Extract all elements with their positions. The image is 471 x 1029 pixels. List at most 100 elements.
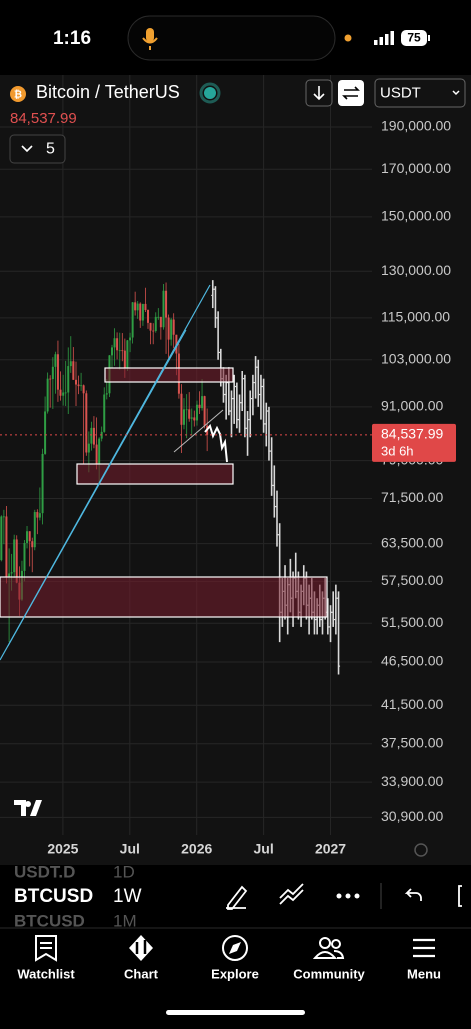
candle-body (8, 573, 11, 578)
candle-body (170, 319, 173, 340)
candle-body (51, 366, 54, 380)
coin-icon (10, 86, 26, 102)
candle-body (136, 303, 139, 311)
candle-body (201, 396, 204, 409)
explore-tab[interactable]: Explore (211, 935, 259, 981)
coin-icon: ₿ (14, 89, 22, 101)
symbol-title[interactable]: Bitcoin / TetherUS (36, 82, 180, 102)
battery-level: 75 (407, 31, 421, 45)
status-time: 1:16 (53, 28, 91, 49)
candle-body (162, 290, 165, 328)
candle-body (165, 290, 168, 318)
candle-body (31, 541, 34, 548)
candle-body (188, 409, 191, 419)
y-tick-label: 103,000.00 (381, 350, 451, 366)
signal-icon (374, 31, 394, 45)
candle-body (154, 316, 157, 331)
candle-body (131, 302, 134, 338)
candle-body (56, 354, 59, 390)
mic-icon (146, 28, 154, 42)
symbol-option[interactable]: USDT.D (14, 862, 75, 881)
compare-button[interactable] (338, 80, 364, 106)
countdown: 3d 6h (381, 443, 414, 458)
candle-body (180, 393, 183, 425)
interval-option[interactable]: 1D (113, 862, 135, 881)
y-tick-label: 41,500.00 (381, 696, 443, 712)
x-tick-label: 2025 (47, 841, 78, 857)
market-status (199, 82, 221, 104)
candle-body (54, 354, 57, 367)
candle-body (116, 338, 119, 351)
chart-icon (129, 935, 153, 961)
fullscreen-button[interactable] (458, 885, 462, 907)
community-tab[interactable]: Community (293, 937, 366, 981)
trend-line (173, 409, 224, 453)
candle-body (69, 361, 72, 367)
y-tick-label: 115,000.00 (381, 309, 450, 325)
candle-body (95, 444, 98, 464)
tab-label: Menu (407, 966, 441, 981)
watchlist-icon (35, 935, 57, 962)
compare-icon (342, 86, 360, 100)
candle-body (0, 516, 3, 561)
candle-body (80, 385, 83, 387)
y-tick-label: 57,500.00 (381, 572, 443, 588)
candle-body (62, 392, 65, 396)
drawings (0, 284, 328, 661)
symbol[interactable]: BTCUSD (14, 886, 93, 907)
indicators-toggle[interactable] (9, 134, 66, 164)
candle-body (44, 411, 47, 454)
candle-body (141, 303, 144, 321)
chart-tab[interactable]: Chart (124, 935, 159, 981)
draw-tool[interactable] (226, 885, 248, 910)
candle-body (185, 409, 188, 411)
candle-body (134, 302, 137, 311)
mic-icon (142, 37, 158, 50)
settings-icon[interactable] (414, 843, 428, 857)
candle-body (113, 338, 116, 348)
zone (76, 463, 234, 485)
watchlist-tab[interactable]: Watchlist (17, 935, 75, 981)
tab-label: Watchlist (17, 966, 75, 981)
interval[interactable]: 1W (113, 886, 142, 907)
candle-body (77, 384, 80, 387)
y-tick-label: 46,500.00 (381, 653, 443, 669)
trend-tool[interactable] (279, 883, 304, 905)
currency-select[interactable] (374, 78, 466, 108)
menu-tab[interactable]: Menu (407, 938, 441, 981)
more-button[interactable] (336, 893, 360, 899)
chevron-icon (21, 145, 33, 153)
download-icon (313, 86, 325, 101)
community-icon (319, 937, 331, 949)
tab-label: Community (293, 966, 365, 981)
explore-icon (222, 935, 248, 961)
candle-body (118, 350, 121, 352)
interval-option[interactable]: 1M (113, 911, 137, 930)
candle-body (38, 513, 41, 518)
chart-icon (135, 940, 147, 954)
candle-body (103, 394, 106, 432)
x-tick-label: 2027 (315, 841, 346, 857)
candle-body (33, 512, 36, 548)
tab-bar (0, 928, 471, 1024)
candle-body (82, 385, 85, 394)
candle-body (13, 539, 16, 573)
candle-body (190, 417, 193, 419)
candle-body (129, 337, 132, 341)
candle-body (46, 378, 49, 412)
logo (14, 800, 42, 816)
currency: USDT (380, 84, 421, 101)
tab-label: Explore (211, 966, 259, 981)
candle-body (149, 322, 152, 331)
community-icon (312, 950, 345, 959)
candle-body (41, 453, 44, 514)
candle-body (167, 317, 170, 340)
y-tick-label: 71,500.00 (381, 489, 443, 505)
candle-body (36, 512, 39, 518)
symbol-option[interactable]: BTCUSD (14, 911, 85, 930)
undo-button[interactable] (404, 888, 422, 901)
candle-body (67, 366, 70, 393)
candle-body (111, 347, 114, 356)
candle-body (26, 531, 29, 544)
